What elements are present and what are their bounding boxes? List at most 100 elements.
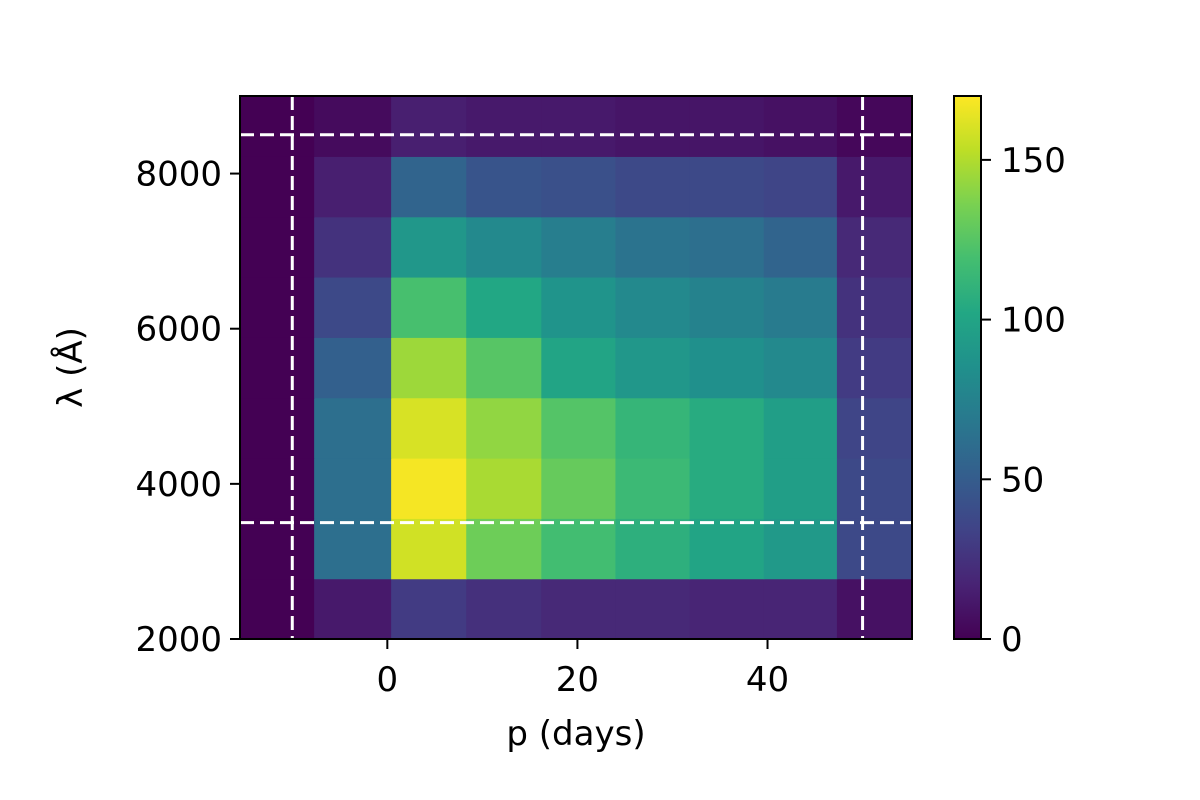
colorbar-tick-label: 100 (1001, 301, 1066, 341)
heatmap-cell (615, 96, 691, 157)
heatmap-cell (466, 458, 542, 519)
heatmap-cell (541, 216, 617, 278)
heatmap-cell (541, 578, 617, 640)
heatmap-cell (689, 276, 765, 338)
heatmap-cell (763, 397, 838, 459)
heatmap-cell (689, 156, 765, 218)
heatmap-cell (391, 216, 467, 278)
colorbar (954, 96, 981, 639)
heatmap-cell (615, 156, 691, 218)
heatmap-cell (615, 458, 691, 519)
heatmap-cell (763, 96, 838, 157)
heatmap-cell (391, 458, 467, 519)
heatmap-cell (314, 518, 392, 580)
heatmap-cell (615, 578, 691, 640)
heatmap-cell (763, 578, 838, 640)
x-tick-label: 40 (746, 660, 789, 700)
heatmap-cell (836, 276, 913, 338)
heatmap-cell (763, 518, 838, 580)
heatmap-cell (466, 216, 542, 278)
x-axis: 0 20 40 (377, 639, 789, 700)
heatmap-cell (314, 96, 392, 157)
heatmap-cell (391, 578, 467, 640)
plot-frame (239, 95, 913, 640)
heatmap-cell (391, 276, 467, 338)
heatmap-cell (689, 578, 765, 640)
x-axis-label: p (days) (506, 714, 645, 754)
heatmap-cell (689, 337, 765, 399)
heatmap-cell (314, 156, 392, 218)
heatmap-cell (836, 216, 913, 278)
y-tick-label: 4000 (135, 465, 222, 505)
heatmap-cell (466, 156, 542, 218)
heatmap-cell (689, 458, 765, 519)
colorbar-ticks: 0 50 100 150 (981, 141, 1066, 660)
heatmap-cell (689, 96, 765, 157)
heatmap-cell (314, 578, 392, 640)
heatmap-cell (615, 518, 691, 580)
heatmap-cell (541, 337, 617, 399)
heatmap-cell (541, 518, 617, 580)
x-tick-label: 20 (556, 660, 599, 700)
heatmap-cell (391, 337, 467, 399)
heatmap-cell (240, 458, 315, 519)
heatmap-cell (836, 518, 913, 580)
y-tick-label: 8000 (135, 155, 222, 195)
heatmap-cell (466, 518, 542, 580)
y-tick-label: 2000 (135, 620, 222, 660)
heatmap-cell (541, 156, 617, 218)
heatmap-cell (314, 397, 392, 459)
heatmap-cell (240, 518, 315, 580)
colorbar-tick-label: 150 (1001, 141, 1066, 181)
colorbar-tick-label: 0 (1001, 620, 1023, 660)
heatmap-cell (466, 397, 542, 459)
heatmap-cell (391, 156, 467, 218)
heatmap-cell (615, 337, 691, 399)
colorbar-frame (953, 95, 982, 640)
heatmap-cell (314, 337, 392, 399)
y-tick-label: 6000 (135, 310, 222, 350)
heatmap-cell (615, 276, 691, 338)
heatmap-cell (240, 276, 315, 338)
reference-lines (240, 96, 912, 639)
heatmap-cell (391, 397, 467, 459)
colorbar-tick-label: 50 (1001, 460, 1044, 500)
heatmap-cell (689, 397, 765, 459)
heatmap-cell (466, 578, 542, 640)
heatmap-cells (240, 96, 913, 640)
heatmap-cell (763, 216, 838, 278)
heatmap-cell (541, 276, 617, 338)
heatmap-cell (836, 156, 913, 218)
y-axis: 2000 4000 6000 8000 (135, 155, 240, 660)
heatmap-cell (240, 578, 315, 640)
heatmap-cell (763, 156, 838, 218)
heatmap-cell (466, 276, 542, 338)
heatmap-cell (240, 96, 315, 157)
heatmap-cell (314, 458, 392, 519)
y-axis-label: λ (Å) (50, 327, 91, 408)
heatmap-cell (240, 156, 315, 218)
heatmap-cell (314, 276, 392, 338)
heatmap-cell (836, 578, 913, 640)
heatmap-cell (541, 397, 617, 459)
heatmap-cell (466, 96, 542, 157)
heatmap-cell (689, 216, 765, 278)
heatmap-cell (689, 518, 765, 580)
heatmap-cell (763, 458, 838, 519)
heatmap-cell (836, 397, 913, 459)
x-tick-label: 0 (377, 660, 399, 700)
heatmap-cell (240, 397, 315, 459)
heatmap-cell (466, 337, 542, 399)
heatmap-cell (836, 337, 913, 399)
heatmap-cell (615, 216, 691, 278)
heatmap-cell (763, 276, 838, 338)
heatmap-cell (240, 337, 315, 399)
heatmap-cell (541, 458, 617, 519)
heatmap-cell (763, 337, 838, 399)
heatmap-cell (836, 96, 913, 157)
heatmap-cell (615, 397, 691, 459)
heatmap-cell (314, 216, 392, 278)
heatmap-cell (240, 216, 315, 278)
heatmap-cell (541, 96, 617, 157)
